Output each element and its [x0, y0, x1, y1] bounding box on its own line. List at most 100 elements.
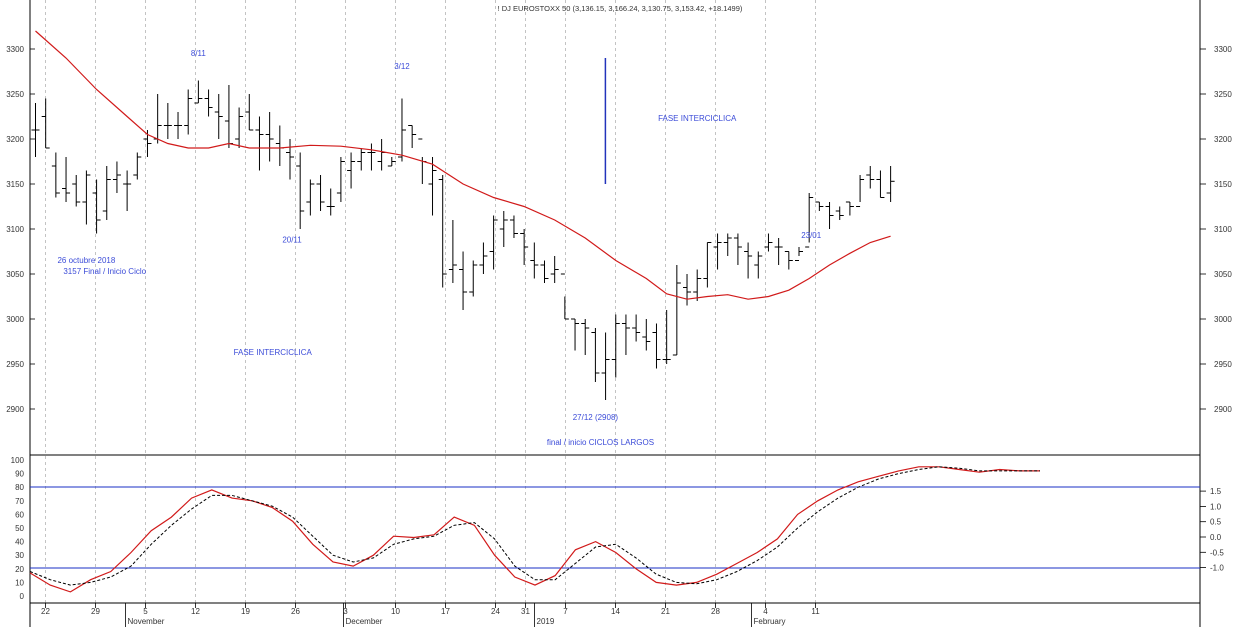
annotations: 8/11 3/12 FASE INTERCICLICA 26 octubre 2018… [57, 49, 821, 447]
osc-tick-label-left: 20 [15, 565, 24, 574]
price-bars [31, 80, 895, 400]
date-tick-label: 7 [563, 607, 568, 616]
price-bar [82, 170, 91, 225]
price-bar [683, 274, 692, 306]
price-bar [835, 206, 844, 220]
price-ticks-right: 2900 2950 3000 3050 3100 3150 3200 3250 3300 [1200, 45, 1232, 414]
price-bar [275, 125, 284, 166]
price-bar [184, 89, 193, 135]
price-bar [754, 251, 763, 279]
price-bar [784, 251, 793, 270]
osc-tick-label-right: 1.0 [1210, 502, 1222, 511]
price-bar [540, 260, 549, 283]
price-bar [367, 143, 376, 171]
price-bar [245, 94, 254, 131]
price-bar [693, 269, 702, 301]
price-bar [153, 94, 162, 144]
price-bar [255, 116, 264, 171]
price-tick-label-left: 2900 [6, 405, 24, 414]
price-bar [459, 251, 468, 310]
oscillator-k-line [29, 466, 1040, 593]
date-tick-label: 12 [191, 607, 200, 616]
price-bar [733, 233, 742, 265]
price-bar [611, 314, 620, 378]
price-bar [357, 148, 366, 171]
price-bar [571, 318, 580, 351]
date-tick-label: 19 [241, 607, 250, 616]
price-tick-label-right: 3200 [1214, 135, 1232, 144]
price-bar [214, 94, 223, 139]
price-bar [479, 242, 488, 274]
price-bar [448, 220, 457, 283]
month-label: February [754, 617, 786, 626]
oscillator-d-line [29, 466, 1040, 586]
price-bar [174, 112, 183, 139]
price-bar [336, 157, 345, 202]
price-bar [194, 80, 203, 104]
price-bar [133, 152, 142, 180]
date-tick-label: 17 [441, 607, 450, 616]
price-bar [560, 273, 569, 320]
price-bar [347, 152, 356, 189]
chart-annotation: 8/11 [191, 49, 207, 58]
price-tick-label-right: 3000 [1214, 315, 1232, 324]
price-bar [377, 139, 386, 171]
price-bar [764, 233, 773, 252]
price-bar [112, 161, 121, 193]
osc-tick-label-left: 90 [15, 470, 24, 479]
price-bar [866, 166, 875, 189]
price-tick-label-left: 2950 [6, 360, 24, 369]
date-axis: 22 29 5 12 19 26 3 10 17 24 31 7 14 21 28 4 11 November De… [41, 603, 820, 627]
osc-tick-label-left: 100 [11, 456, 25, 465]
osc-tick-label-left: 80 [15, 483, 24, 492]
price-bar [397, 98, 406, 162]
price-tick-label-right: 3250 [1214, 90, 1232, 99]
month-label: December [346, 617, 383, 626]
chart-annotation: 3/12 [394, 62, 410, 71]
osc-tick-label-left: 30 [15, 551, 24, 560]
price-bar [632, 314, 641, 342]
price-bar [428, 157, 437, 216]
chart-annotation: FASE INTERCICLICA [234, 348, 313, 357]
price-bar [672, 265, 681, 356]
chart-annotation: 23/01 [801, 231, 822, 240]
price-tick-label-right: 2900 [1214, 405, 1232, 414]
osc-tick-label-right: -1.0 [1210, 564, 1224, 573]
price-bar [621, 314, 630, 355]
price-bar [825, 202, 834, 229]
date-tick-label: 28 [711, 607, 720, 616]
osc-tick-label-right: -0.5 [1210, 548, 1224, 557]
price-bar [856, 175, 865, 207]
price-bar [723, 233, 732, 256]
price-tick-label-left: 3150 [6, 180, 24, 189]
osc-tick-label-left: 50 [15, 524, 24, 533]
price-bar [163, 103, 172, 139]
osc-tick-label-right: 0.0 [1210, 533, 1222, 542]
price-bar [744, 242, 753, 279]
price-bar [316, 175, 325, 211]
price-bar [591, 328, 600, 382]
price-bar [774, 238, 783, 265]
price-bar [601, 332, 610, 400]
price-bar [662, 310, 671, 364]
date-tick-label: 3 [343, 607, 348, 616]
price-tick-label-right: 3300 [1214, 45, 1232, 54]
price-tick-label-left: 3250 [6, 90, 24, 99]
osc-tick-label-left: 40 [15, 538, 24, 547]
price-tick-label-right: 2950 [1214, 360, 1232, 369]
price-bar [499, 211, 508, 247]
price-bar [326, 188, 335, 216]
price-tick-label-left: 3300 [6, 45, 24, 54]
price-bar [224, 85, 233, 148]
price-bar [286, 139, 294, 180]
month-label: 2019 [537, 617, 555, 626]
price-bar [530, 242, 539, 279]
osc-ticks-left: 0 10 20 30 40 50 60 70 80 90 100 [11, 456, 25, 601]
price-bar [815, 201, 824, 211]
price-bar [62, 157, 71, 202]
osc-tick-label-left: 60 [15, 510, 24, 519]
price-bar [204, 89, 213, 117]
price-tick-label-right: 3050 [1214, 270, 1232, 279]
osc-tick-label-left: 0 [20, 592, 25, 601]
